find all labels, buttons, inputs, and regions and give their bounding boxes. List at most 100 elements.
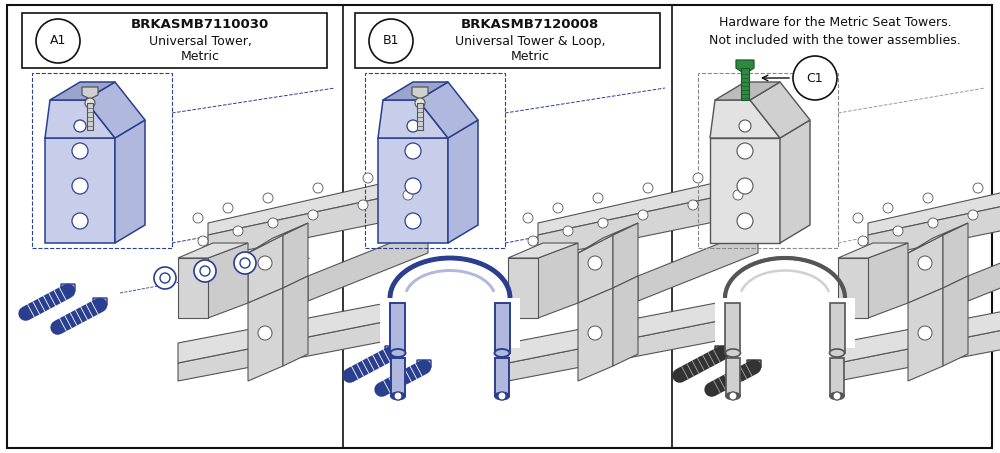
Bar (380, 298, 520, 348)
Circle shape (193, 213, 203, 223)
Polygon shape (50, 82, 115, 100)
Polygon shape (908, 235, 943, 303)
Circle shape (407, 120, 419, 132)
Circle shape (737, 178, 753, 194)
Circle shape (72, 178, 88, 194)
Polygon shape (838, 258, 868, 318)
Circle shape (72, 213, 88, 229)
Polygon shape (495, 303, 510, 353)
Circle shape (643, 183, 653, 193)
Polygon shape (115, 120, 145, 243)
Polygon shape (308, 228, 428, 301)
Circle shape (240, 258, 250, 268)
Circle shape (200, 266, 210, 276)
Circle shape (403, 190, 413, 200)
Polygon shape (780, 120, 810, 243)
Circle shape (36, 19, 80, 63)
Polygon shape (838, 313, 1000, 381)
Polygon shape (208, 243, 248, 318)
Circle shape (739, 120, 751, 132)
Ellipse shape (495, 392, 509, 400)
Circle shape (883, 203, 893, 213)
Polygon shape (750, 82, 810, 138)
Bar (355, 13, 660, 68)
Circle shape (737, 143, 753, 159)
Circle shape (405, 143, 421, 159)
Circle shape (528, 236, 538, 246)
Circle shape (85, 98, 95, 108)
Bar (741, 68, 749, 100)
Circle shape (923, 193, 933, 203)
Polygon shape (45, 100, 115, 138)
Polygon shape (378, 138, 448, 243)
Polygon shape (178, 243, 248, 258)
Bar (32, 73, 172, 248)
Circle shape (160, 273, 170, 283)
Circle shape (973, 183, 983, 193)
Circle shape (72, 143, 88, 159)
Polygon shape (61, 284, 75, 294)
Polygon shape (710, 138, 780, 243)
Polygon shape (208, 188, 428, 258)
Polygon shape (248, 288, 283, 381)
Circle shape (308, 210, 318, 220)
Circle shape (74, 120, 86, 132)
Bar (715, 298, 855, 348)
Text: Hardware for the Metric Seat Towers.: Hardware for the Metric Seat Towers. (719, 16, 951, 29)
Polygon shape (283, 276, 308, 366)
Text: BRKASMB7120008: BRKASMB7120008 (461, 19, 599, 32)
Bar (365, 73, 505, 248)
Text: Universal Tower & Loop,: Universal Tower & Loop, (455, 34, 605, 48)
Polygon shape (830, 303, 845, 353)
Polygon shape (383, 82, 448, 100)
Polygon shape (248, 223, 308, 253)
Polygon shape (578, 223, 638, 253)
Circle shape (394, 392, 402, 400)
Bar (698, 73, 838, 248)
Text: A1: A1 (50, 34, 66, 48)
Polygon shape (82, 87, 98, 99)
Circle shape (405, 178, 421, 194)
Circle shape (268, 218, 278, 228)
Polygon shape (178, 258, 208, 318)
Ellipse shape (740, 273, 830, 323)
Circle shape (154, 267, 176, 289)
Polygon shape (448, 120, 478, 243)
Text: Not included with the tower assemblies.: Not included with the tower assemblies. (709, 34, 961, 48)
Bar (417, 103, 423, 130)
Circle shape (693, 173, 703, 183)
Polygon shape (830, 358, 844, 396)
Ellipse shape (830, 349, 844, 357)
Polygon shape (868, 188, 1000, 258)
Circle shape (893, 226, 903, 236)
Ellipse shape (830, 392, 844, 400)
Circle shape (733, 190, 743, 200)
Circle shape (198, 236, 208, 246)
Circle shape (498, 392, 506, 400)
Circle shape (968, 210, 978, 220)
Polygon shape (283, 223, 308, 288)
Polygon shape (943, 276, 968, 366)
Text: BRKASMB7110030: BRKASMB7110030 (131, 19, 269, 32)
Circle shape (737, 213, 753, 229)
Polygon shape (508, 243, 578, 258)
Ellipse shape (391, 392, 405, 400)
Circle shape (918, 326, 932, 340)
Bar (87, 103, 93, 130)
Ellipse shape (390, 349, 406, 357)
Polygon shape (391, 358, 405, 396)
Polygon shape (908, 223, 968, 253)
Polygon shape (868, 243, 908, 318)
Ellipse shape (405, 273, 495, 323)
Polygon shape (943, 223, 968, 288)
Circle shape (258, 326, 272, 340)
Text: Metric: Metric (180, 49, 220, 63)
Polygon shape (538, 243, 578, 318)
Ellipse shape (726, 349, 740, 357)
Polygon shape (710, 100, 780, 138)
Circle shape (593, 193, 603, 203)
Polygon shape (838, 295, 1000, 363)
Circle shape (729, 392, 737, 400)
Polygon shape (412, 87, 428, 99)
Circle shape (563, 226, 573, 236)
